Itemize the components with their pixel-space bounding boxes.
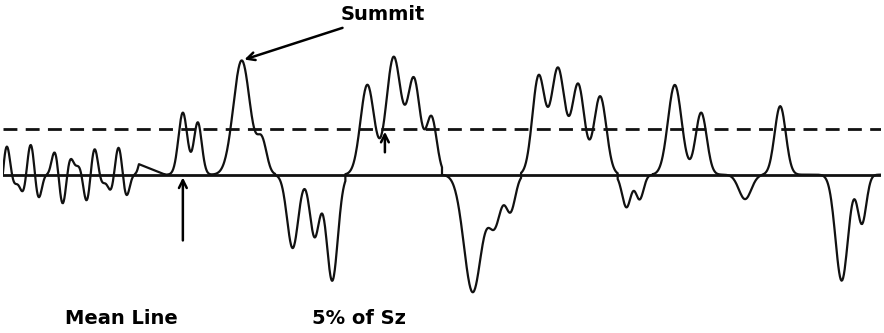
Text: 5% of Sz: 5% of Sz bbox=[312, 309, 406, 328]
Text: Summit: Summit bbox=[247, 5, 425, 60]
Text: Mean Line: Mean Line bbox=[65, 309, 178, 328]
